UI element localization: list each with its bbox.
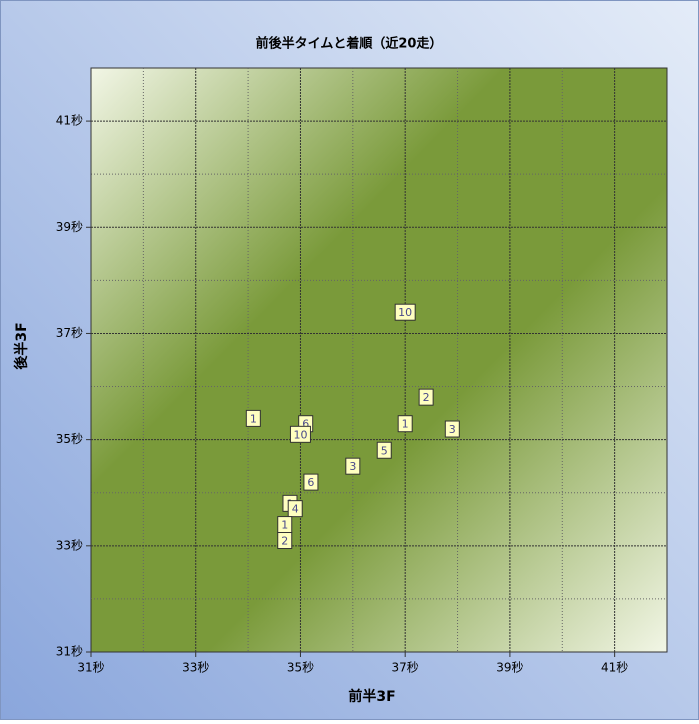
x-tick-label: 31秒 (77, 661, 104, 675)
point-label: 1 (402, 418, 409, 431)
chart-title: 前後半タイムと着順（近20走） (256, 36, 443, 52)
y-tick-label: 35秒 (56, 432, 83, 446)
point-label: 2 (281, 535, 288, 548)
x-tick-label: 33秒 (182, 661, 209, 675)
y-tick-label: 39秒 (56, 220, 83, 234)
point-label: 5 (381, 444, 388, 457)
x-tick-label: 39秒 (496, 661, 523, 675)
point-label: 1 (281, 519, 288, 532)
point (394, 303, 416, 321)
point (303, 473, 319, 491)
point-label: 4 (292, 503, 299, 516)
y-axis-label: 後半3F (13, 322, 30, 369)
y-tick-label: 33秒 (56, 538, 83, 552)
point-label: 6 (307, 476, 314, 489)
point (397, 415, 413, 433)
point-label: 3 (449, 423, 456, 436)
point-label: 2 (423, 391, 430, 404)
point-label: 6 (302, 418, 309, 431)
x-tick-label: 35秒 (287, 661, 314, 675)
point-label: 1 (250, 412, 257, 425)
point (245, 409, 261, 427)
x-tick-label: 37秒 (392, 661, 419, 675)
x-tick-label: 41秒 (601, 661, 628, 675)
y-tick-label: 37秒 (56, 326, 83, 340)
point (289, 425, 311, 443)
y-tick-label: 41秒 (56, 114, 83, 128)
point (418, 388, 434, 406)
point (444, 420, 460, 438)
point-label: 3 (349, 460, 356, 473)
point-label: 10 (398, 306, 412, 319)
point (345, 457, 361, 475)
point (287, 500, 303, 518)
x-axis-label: 前半3F (348, 688, 395, 705)
plot-area (90, 67, 668, 653)
point (376, 441, 392, 459)
point (277, 532, 293, 550)
point-label: 10 (293, 428, 307, 441)
y-tick-label: 31秒 (56, 645, 83, 659)
